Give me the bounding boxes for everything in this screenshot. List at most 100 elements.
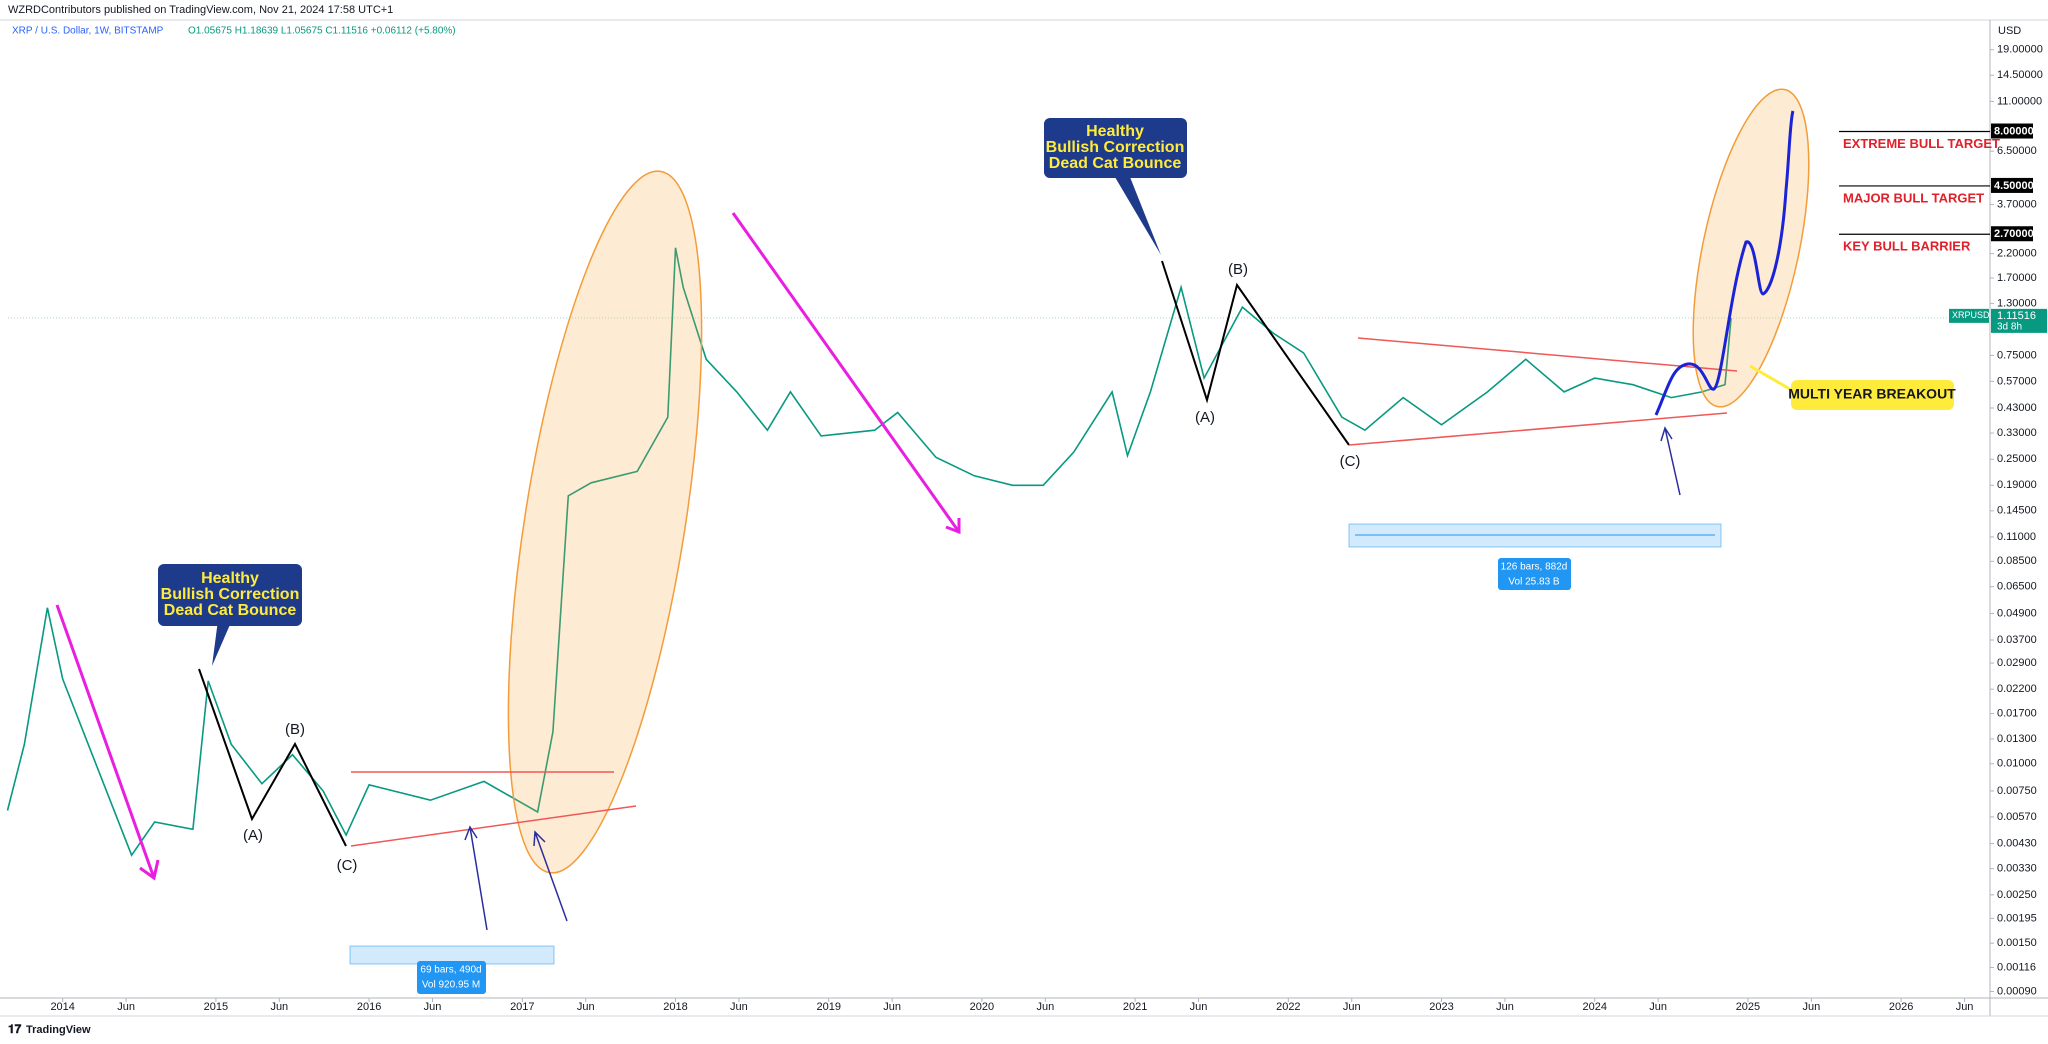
x-tick-label: 2021 (1123, 1001, 1147, 1013)
y-tick-label: 0.00090 (1997, 985, 2037, 997)
target-tag: 2.70000 (1994, 228, 2034, 240)
callout-pointer (212, 620, 232, 666)
callout-pointer (1112, 172, 1161, 255)
x-tick-label: 2024 (1582, 1001, 1606, 1013)
price-tag-value: 1.11516 (1997, 310, 2036, 322)
wave-label: (C) (1340, 453, 1361, 470)
range-label-box (1498, 558, 1571, 590)
publisher: WZRDContributors published on TradingVie… (8, 4, 393, 16)
wave-label: (C) (337, 857, 358, 874)
y-tick-label: 19.00000 (1997, 44, 2043, 56)
pointer-arrow (1660, 426, 1681, 496)
y-tick-label: 0.08500 (1997, 555, 2037, 567)
symbol-tag-box (1949, 308, 1989, 323)
drawings (55, 88, 1810, 965)
x-tick-label: Jun (1190, 1001, 1208, 1013)
y-tick-label: 0.00570 (1997, 811, 2037, 823)
trend-arrow (55, 604, 160, 881)
brand: TradingView (26, 1024, 91, 1036)
callout-box (1044, 118, 1187, 178)
x-tick-label: 2023 (1429, 1001, 1453, 1013)
target-name: EXTREME BULL TARGET (1843, 136, 2000, 151)
wave-line (198, 668, 347, 847)
callout: Healthy Bullish Correction Dead Cat Boun… (1044, 118, 1187, 255)
y-tick-label: 0.00430 (1997, 837, 2037, 849)
y-tick-label: 0.02900 (1997, 657, 2037, 669)
y-tick-label: 0.14500 (1997, 505, 2037, 517)
wave-label: (A) (243, 827, 263, 844)
y-tick-label: 0.19000 (1997, 479, 2037, 491)
range-line (1357, 337, 1738, 372)
plot (6, 247, 1990, 857)
x-tick-label: Jun (1343, 1001, 1361, 1013)
y-tick-label: 0.33000 (1997, 427, 2037, 439)
y-tick-label: 0.01000 (1997, 758, 2037, 770)
y-tick-label: 0.57000 (1997, 375, 2037, 387)
y-tick-label: 0.01700 (1997, 707, 2037, 719)
target-name: MAJOR BULL TARGET (1843, 190, 1984, 205)
x-tick-label: 2017 (510, 1001, 534, 1013)
callout-text: Bullish Correction (161, 586, 300, 603)
x-tick-label: 2026 (1889, 1001, 1913, 1013)
projection-path (1654, 110, 1795, 416)
y-tick-label: 0.02200 (1997, 683, 2037, 695)
x-tick-label: Jun (117, 1001, 135, 1013)
target-tag-box (1991, 123, 2033, 139)
x-tick-label: Jun (883, 1001, 901, 1013)
x-tick-label: 2022 (1276, 1001, 1300, 1013)
target-tag-box (1991, 226, 2033, 242)
x-tick-label: Jun (1649, 1001, 1667, 1013)
y-unit: USD (1998, 25, 2021, 37)
pointer-arrow (533, 830, 568, 922)
callout-text: Dead Cat Bounce (164, 602, 297, 619)
price-line (6, 247, 1732, 857)
y-tick-label: 0.06500 (1997, 581, 2037, 593)
range-bars: 69 bars, 490d (420, 965, 481, 976)
y-tick-label: 0.25000 (1997, 453, 2037, 465)
range-line (1348, 412, 1728, 446)
y-tick-label: 1.30000 (1997, 297, 2037, 309)
wave-label: (A) (1195, 409, 1215, 426)
x-tick-label: 2015 (204, 1001, 228, 1013)
wave-label: (B) (285, 721, 305, 738)
callout-text: Healthy (1086, 123, 1144, 140)
x-tick-label: Jun (1956, 1001, 1974, 1013)
pointer-arrow (464, 825, 488, 931)
y-tick-label: 2.20000 (1997, 248, 2037, 260)
wave-label: (B) (1228, 261, 1248, 278)
y-tick-label: 1.70000 (1997, 272, 2037, 284)
callout-text: Healthy (201, 570, 259, 587)
breakout-label: MULTI YEAR BREAKOUT (1788, 386, 1956, 402)
trend-arrow (731, 212, 961, 535)
callout-text: Bullish Correction (1046, 139, 1185, 156)
target-tag: 8.00000 (1994, 125, 2034, 137)
x-tick-label: 2016 (357, 1001, 381, 1013)
symbol-tag: XRPUSD (1952, 310, 1990, 320)
y-tick-label: 0.00195 (1997, 912, 2037, 924)
x-tick-label: Jun (270, 1001, 288, 1013)
x-tick-label: Jun (1496, 1001, 1514, 1013)
range-vol: Vol 25.83 B (1508, 577, 1559, 588)
wave-line (1161, 260, 1350, 446)
y-tick-label: 0.11000 (1997, 531, 2036, 543)
x-tick-label: 2025 (1736, 1001, 1760, 1013)
x-tick-label: 2018 (663, 1001, 687, 1013)
y-tick-label: 0.04900 (1997, 607, 2037, 619)
y-tick-label: 0.00150 (1997, 937, 2037, 949)
x-tick-label: 2019 (816, 1001, 840, 1013)
callout-box (158, 564, 302, 626)
y-tick-label: 0.00330 (1997, 862, 2037, 874)
y-tick-label: 6.50000 (1997, 145, 2037, 157)
x-tick-label: Jun (1036, 1001, 1054, 1013)
callout: Healthy Bullish Correction Dead Cat Boun… (158, 564, 302, 666)
y-tick-label: 14.50000 (1997, 69, 2043, 81)
target-tag-box (1991, 177, 2033, 193)
x-tick-label: 2020 (970, 1001, 994, 1013)
x-tick-label: Jun (424, 1001, 442, 1013)
range-bars: 126 bars, 882d (1501, 562, 1568, 573)
callout-text: Dead Cat Bounce (1049, 155, 1182, 172)
price-tag-countdown: 3d 8h (1997, 322, 2022, 333)
y-tick-label: 0.43000 (1997, 402, 2037, 414)
y-tick-label: 0.75000 (1997, 349, 2037, 361)
